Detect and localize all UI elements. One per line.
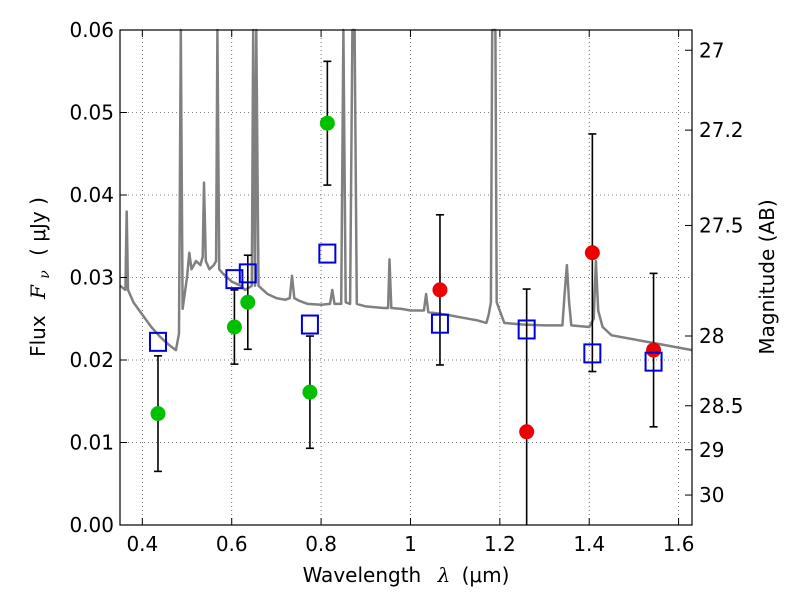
y2-tick-label: 27.2 xyxy=(699,118,744,142)
y-tick-label: 0.06 xyxy=(69,18,114,42)
x-tick-label: 0.8 xyxy=(305,532,337,556)
y-tick-label: 0.00 xyxy=(69,513,114,537)
y2-tick-label: 29 xyxy=(699,438,724,462)
data-point-square xyxy=(300,314,319,335)
y-tick-label: 0.04 xyxy=(69,183,114,207)
data-point-square xyxy=(238,263,257,284)
x-tick-label: 1.6 xyxy=(663,532,695,556)
y2-axis-label: Magnitude (AB) xyxy=(755,199,779,354)
data-point-circle xyxy=(226,319,242,335)
y-tick-label: 0.02 xyxy=(69,348,114,372)
y2-tick-label: 30 xyxy=(699,483,724,507)
spectrum-line xyxy=(119,28,693,352)
data-point-square xyxy=(318,243,337,264)
y-axis-label: Flux F ν ( μJy ) xyxy=(26,197,54,357)
data-point-circle xyxy=(319,115,335,131)
x-axis-label: Wavelength λ (μm) xyxy=(303,563,510,587)
x-tick-label: 1.2 xyxy=(484,532,516,556)
x-tick-label: 0.4 xyxy=(126,532,158,556)
y-axis-label-symbol: F xyxy=(26,284,50,300)
data-markers xyxy=(148,115,663,440)
x-axis-label-text: Wavelength xyxy=(303,563,422,587)
model-spectrum-line xyxy=(119,28,693,352)
y-axis-label-text: Flux xyxy=(26,315,50,357)
data-point-circle xyxy=(150,406,166,422)
error-bars xyxy=(153,60,658,525)
x-axis-label-unit: (μm) xyxy=(462,563,510,587)
x-axis-label-symbol: λ xyxy=(437,563,451,587)
data-point-square xyxy=(517,319,536,340)
data-point-circle xyxy=(432,282,448,298)
y-axis-label-unit: ( μJy ) xyxy=(26,197,50,256)
axis-ticks: 0.4 0.6 0.8 1 1.2 1.4 1.6 0.00 0.01 0.02 0.03 0.04 0… xyxy=(69,18,743,556)
data-point-circle xyxy=(302,384,318,400)
y-tick-label: 0.03 xyxy=(69,266,114,290)
data-point-circle xyxy=(646,342,662,358)
y-axis-label-subscript: ν xyxy=(37,270,53,279)
y2-tick-label: 28 xyxy=(699,324,724,348)
data-point-circle xyxy=(240,294,256,310)
x-tick-label: 1.4 xyxy=(573,532,605,556)
data-point-square xyxy=(583,343,602,364)
x-tick-label: 1 xyxy=(404,532,417,556)
plot-frame xyxy=(119,29,693,526)
y2-tick-label: 27 xyxy=(699,38,724,62)
y2-tick-label: 28.5 xyxy=(699,394,744,418)
grid-lines xyxy=(120,29,692,526)
x-tick-label: 0.6 xyxy=(216,532,248,556)
data-point-square xyxy=(430,313,449,334)
data-point-square xyxy=(225,269,244,290)
data-point-square xyxy=(644,351,663,372)
data-point-square xyxy=(148,331,167,352)
y-tick-label: 0.01 xyxy=(69,431,114,455)
data-point-circle xyxy=(584,245,600,261)
y-tick-label: 0.05 xyxy=(69,101,114,125)
data-point-circle xyxy=(519,424,535,440)
y2-tick-label: 27.5 xyxy=(699,213,744,237)
